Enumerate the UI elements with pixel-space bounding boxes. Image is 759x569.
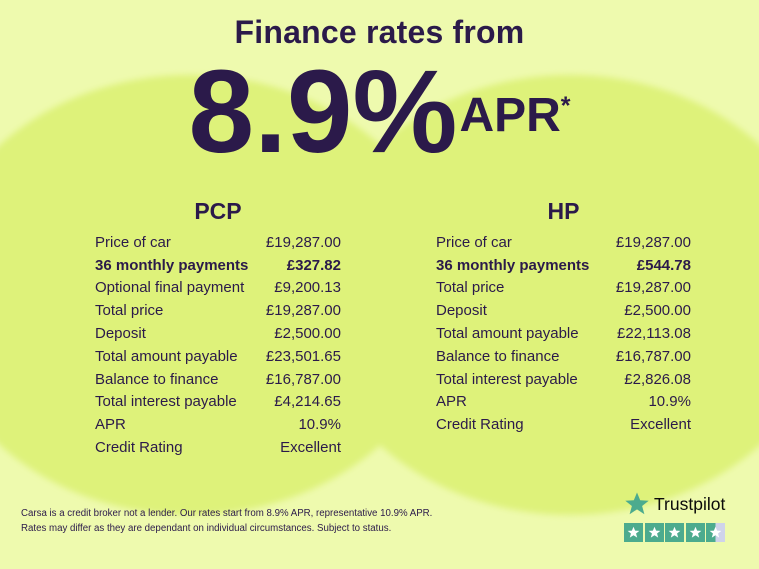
svg-text:Trustpilot: Trustpilot xyxy=(654,494,725,514)
